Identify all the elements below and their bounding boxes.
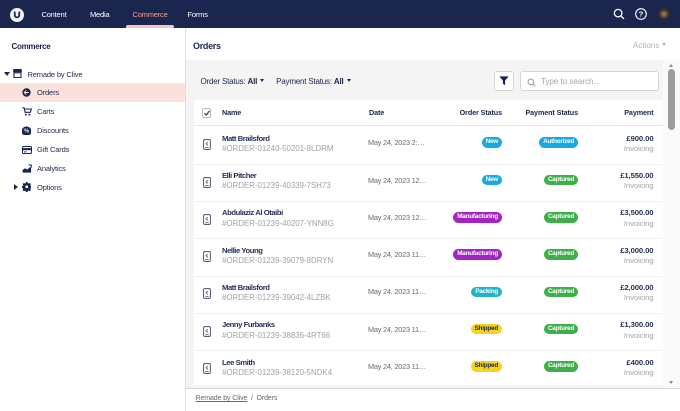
svg-text:%: %: [24, 128, 29, 134]
svg-text:?: ?: [639, 9, 644, 18]
